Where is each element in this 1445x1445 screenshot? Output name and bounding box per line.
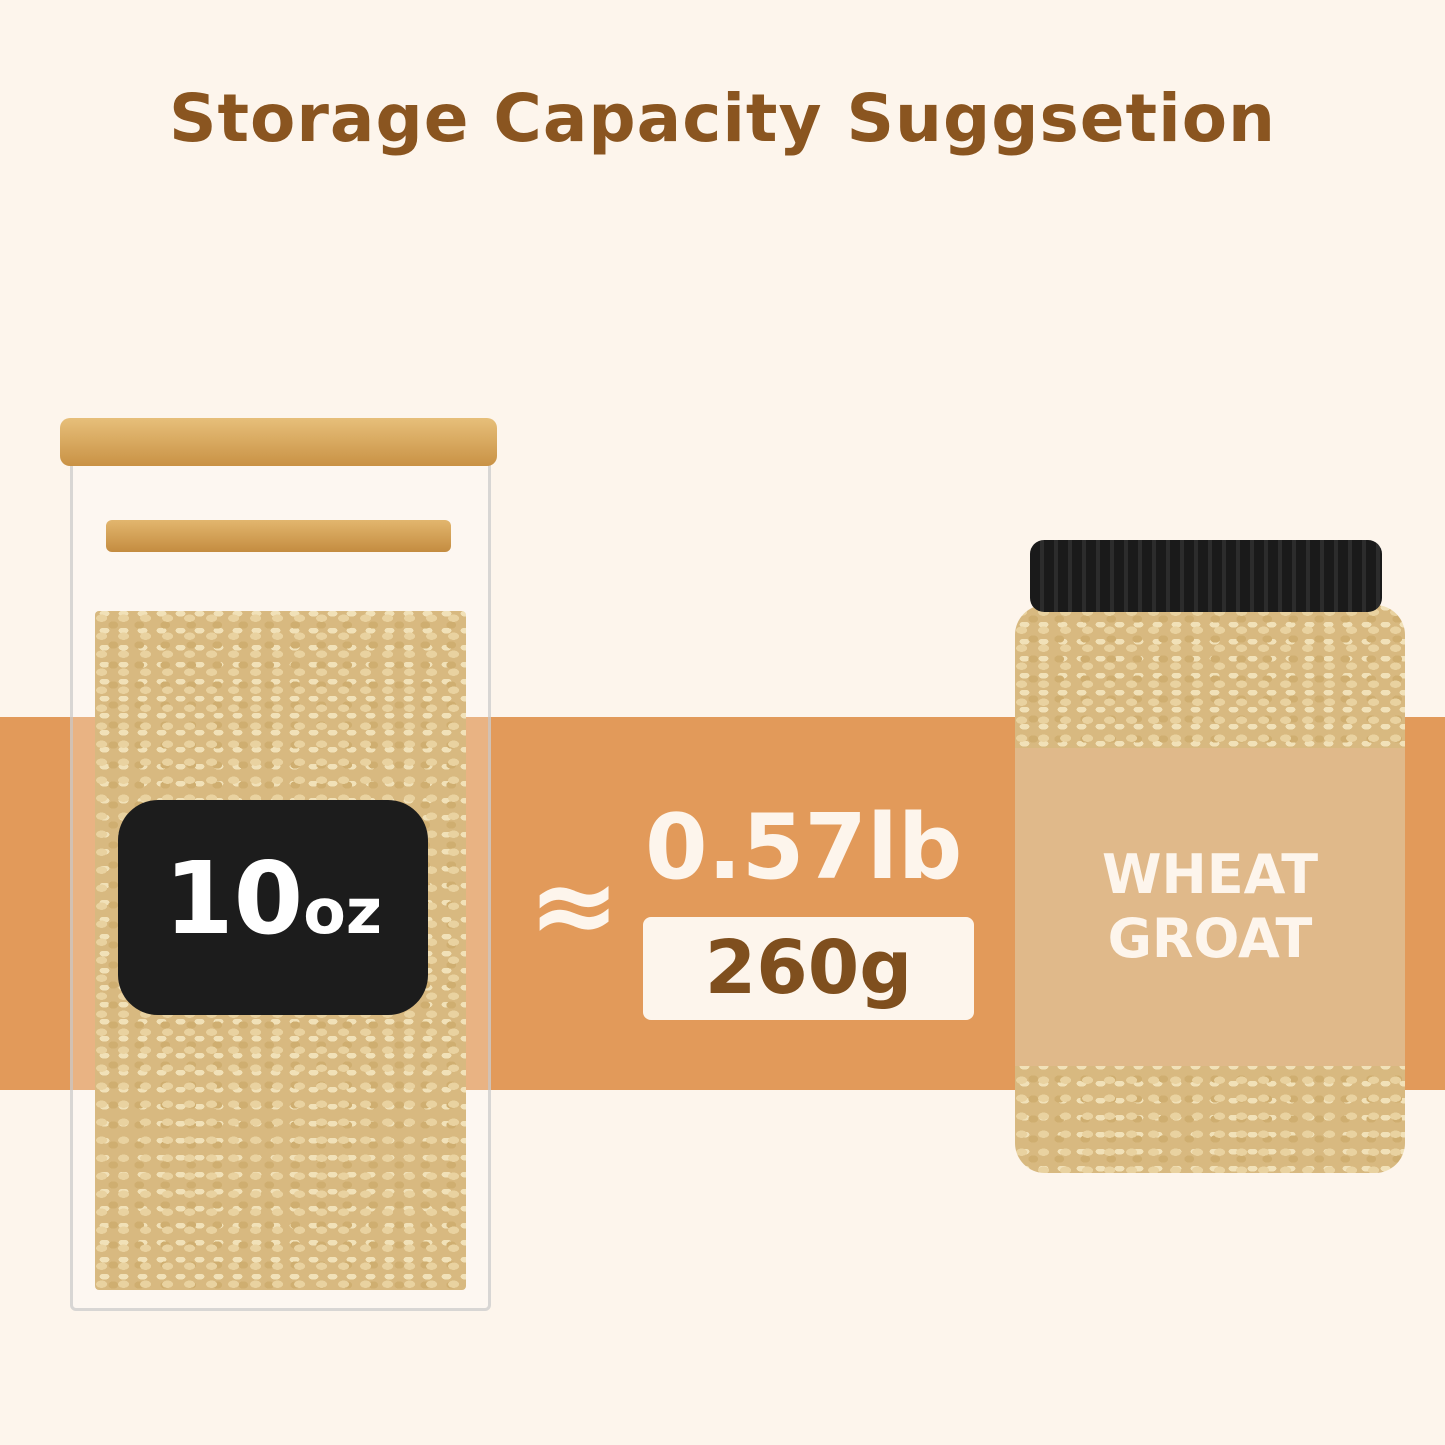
approx-symbol: ≈ xyxy=(528,841,621,969)
product-label-line: GROAT xyxy=(1107,907,1313,970)
chalkboard-label: 10 oz xyxy=(118,800,428,1015)
capacity-unit: oz xyxy=(303,875,382,948)
product-label-line: WHEAT xyxy=(1101,843,1319,906)
bamboo-lid xyxy=(60,418,497,466)
weight-g: 260g xyxy=(704,925,913,1011)
page-title: Storage Capacity Suggsetion xyxy=(168,80,1277,157)
product-label: WHEAT GROAT xyxy=(1015,748,1405,1066)
lid-seal xyxy=(106,520,451,552)
weight-g-box: 260g xyxy=(643,917,974,1020)
black-cap xyxy=(1030,540,1382,612)
weight-lb: 0.57lb xyxy=(645,795,963,900)
capacity-number: 10 xyxy=(164,840,304,957)
